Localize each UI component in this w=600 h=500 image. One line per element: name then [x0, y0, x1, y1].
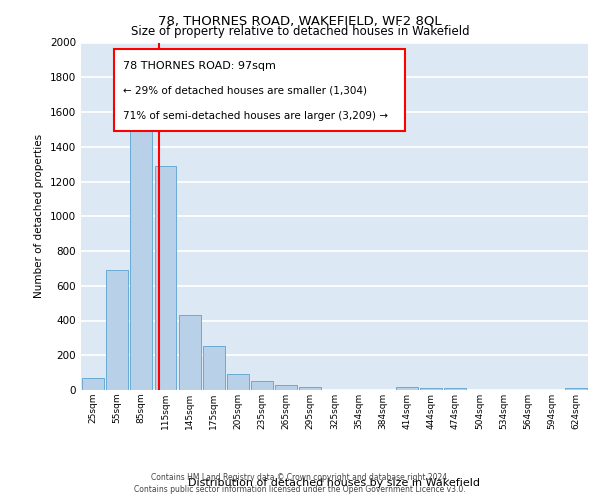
Bar — [227, 374, 249, 390]
Text: 78, THORNES ROAD, WAKEFIELD, WF2 8QL: 78, THORNES ROAD, WAKEFIELD, WF2 8QL — [158, 14, 442, 27]
Bar — [203, 346, 224, 390]
Bar — [445, 388, 466, 390]
Text: ← 29% of detached houses are smaller (1,304): ← 29% of detached houses are smaller (1,… — [123, 86, 367, 96]
Y-axis label: Number of detached properties: Number of detached properties — [34, 134, 44, 298]
Bar — [275, 385, 297, 390]
Text: 78 THORNES ROAD: 97sqm: 78 THORNES ROAD: 97sqm — [123, 61, 276, 71]
Bar — [179, 316, 200, 390]
Bar — [565, 388, 587, 390]
Bar — [155, 166, 176, 390]
Bar — [82, 378, 104, 390]
Text: Contains HM Land Registry data © Crown copyright and database right 2024.
Contai: Contains HM Land Registry data © Crown c… — [134, 472, 466, 494]
Bar — [396, 386, 418, 390]
Bar — [251, 382, 273, 390]
X-axis label: Distribution of detached houses by size in Wakefield: Distribution of detached houses by size … — [188, 478, 481, 488]
Bar — [420, 388, 442, 390]
Text: Size of property relative to detached houses in Wakefield: Size of property relative to detached ho… — [131, 25, 469, 38]
Bar — [299, 386, 321, 390]
Bar — [106, 270, 128, 390]
FancyBboxPatch shape — [114, 50, 406, 131]
Bar — [130, 105, 152, 390]
Text: 71% of semi-detached houses are larger (3,209) →: 71% of semi-detached houses are larger (… — [123, 112, 388, 122]
